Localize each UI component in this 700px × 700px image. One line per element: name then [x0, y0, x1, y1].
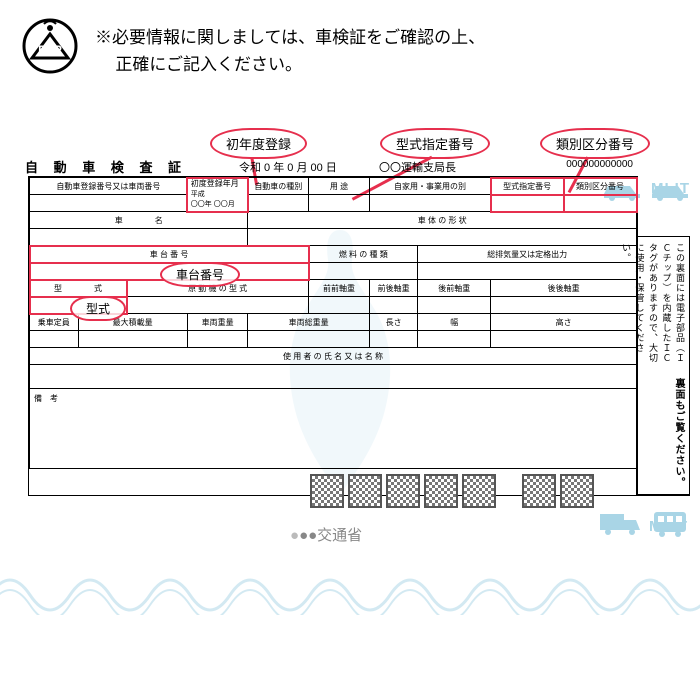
cell-first-reg: 初度登録年月平成〇〇年 〇〇月	[187, 178, 248, 212]
notice-text: ※必要情報に関しましては、車検証をご確認の上、 正確にご記入ください。	[95, 24, 485, 78]
cell-rf: 後前軸重	[418, 280, 491, 297]
qr-code	[424, 474, 458, 508]
pill-chassis: 車台番号	[160, 262, 240, 287]
cell-class-desig: 類別区分番号	[564, 178, 637, 195]
doc-issue-date: 令和 0 年 0 月 00 日	[239, 159, 337, 175]
qr-row	[310, 474, 640, 510]
notice-line2: 正確にご記入ください。	[115, 55, 302, 74]
wave-decoration	[0, 555, 700, 615]
callout-first-year: 初年度登録	[210, 128, 307, 159]
callout-class-num: 類別区分番号	[540, 128, 650, 159]
cell-hgt: 高さ	[491, 314, 637, 331]
cell-name: 車 名	[30, 212, 248, 229]
cell-chassis: 車 台 番 号	[30, 246, 309, 263]
side-body: この裏面には電子部品（ＩＣチップ）を内蔵したＩＣタグがありますので、大切に使用・…	[637, 237, 689, 372]
cell-vehicle-type: 自動車の種別	[248, 178, 309, 195]
logo-icon: PAP	[22, 18, 78, 74]
cell-reg-label: 自動車登録番号又は車両番号	[30, 178, 188, 195]
callout-model-num: 型式指定番号	[380, 128, 490, 159]
form-table: 自動車登録番号又は車両番号 初度登録年月平成〇〇年 〇〇月 自動車の種別 用 途…	[29, 177, 637, 469]
cell-reg-val	[30, 195, 188, 212]
side-panel: 裏面もご覧ください。 この裏面には電子部品（ＩＣチップ）を内蔵したＩＣタグがあり…	[636, 236, 690, 496]
cell-vwt: 車両重量	[187, 314, 248, 331]
cell-body: 車 体 の 形 状	[248, 212, 637, 229]
cell-private: 自家用・事業用の別	[369, 178, 490, 195]
bus-icon	[650, 508, 690, 538]
qr-code	[386, 474, 420, 508]
qr-code	[462, 474, 496, 508]
cell-ff: 前前軸重	[309, 280, 370, 297]
cell-user: 使 用 者 の 氏 名 又 は 名 称	[30, 348, 637, 365]
qr-code	[348, 474, 382, 508]
cell-cap: 乗車定員	[30, 314, 79, 331]
cell-rr: 後後軸重	[491, 280, 637, 297]
cell-remarks: 備 考	[30, 389, 637, 469]
side-heading: 裏面もご覧ください。	[637, 372, 689, 495]
cell-gwt: 車両総重量	[248, 314, 369, 331]
cell-use: 用 途	[309, 178, 370, 195]
qr-code	[522, 474, 556, 508]
car-icon-2	[648, 176, 692, 202]
inspection-certificate: 自 動 車 検 査 証 令和 0 年 0 月 00 日 〇〇運輸支局長 0000…	[28, 176, 638, 496]
svg-text:PAP: PAP	[38, 43, 62, 57]
footer-ministry: ●●●交通省	[290, 524, 362, 545]
doc-serial: 000000000000	[566, 159, 633, 170]
cell-wid: 幅	[418, 314, 491, 331]
doc-title: 自 動 車 検 査 証	[25, 157, 187, 176]
qr-code	[310, 474, 344, 508]
cell-model-desig: 型式指定番号	[491, 178, 564, 195]
pill-model: 型式	[70, 296, 126, 321]
cell-len: 長さ	[369, 314, 418, 331]
cell-fuel: 燃 料 の 種 類	[309, 246, 418, 263]
cell-fr: 前後軸重	[369, 280, 418, 297]
qr-code	[560, 474, 594, 508]
cell-model: 型 式	[30, 280, 127, 297]
doc-office: 〇〇運輸支局長	[379, 159, 456, 175]
truck-icon	[598, 508, 642, 538]
cell-disp: 総排気量又は定格出力	[418, 246, 637, 263]
notice-line1: ※必要情報に関しましては、車検証をご確認の上、	[95, 28, 485, 47]
